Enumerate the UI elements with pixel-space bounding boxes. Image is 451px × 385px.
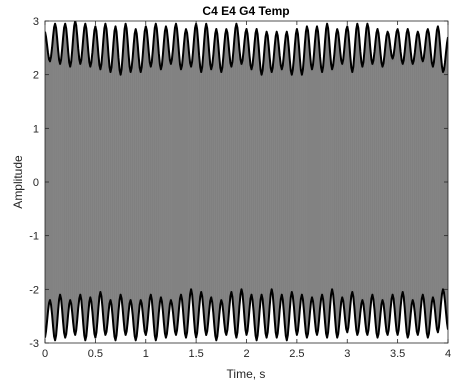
x-tick-label: 0.5	[88, 348, 103, 360]
chart-title: C4 E4 G4 Temp	[202, 4, 289, 18]
y-tick-label: -3	[29, 338, 39, 350]
x-tick-label: 1	[143, 348, 149, 360]
signal-waveform	[45, 21, 448, 341]
x-tick-label: 3	[344, 348, 350, 360]
x-tick-label: 2	[243, 348, 249, 360]
y-tick-label: -1	[29, 231, 39, 243]
x-axis-label: Time, s	[227, 367, 266, 381]
x-tick-label: 3.5	[390, 348, 405, 360]
x-tick-label: 2.5	[289, 348, 304, 360]
envelope-lines	[45, 21, 448, 342]
upper-envelope-line	[45, 21, 448, 76]
x-axis: 0 0.5 1 1.5 2 2.5 3 3.5 4	[42, 21, 451, 360]
y-tick-label: 1	[33, 123, 39, 135]
y-axis: -3 -2 -1 0 1 2 3	[29, 16, 448, 350]
y-tick-label: 2	[33, 70, 39, 82]
signal-texture	[45, 27, 448, 335]
y-tick-label: 3	[33, 16, 39, 28]
y-tick-label: -2	[29, 284, 39, 296]
x-tick-label: 0	[42, 348, 48, 360]
y-axis-label: Amplitude	[11, 155, 25, 209]
plot-area	[45, 21, 448, 343]
x-tick-label: 4	[445, 348, 451, 360]
lower-envelope-line	[45, 288, 448, 342]
y-tick-label: 0	[33, 177, 39, 189]
x-tick-label: 1.5	[188, 348, 203, 360]
